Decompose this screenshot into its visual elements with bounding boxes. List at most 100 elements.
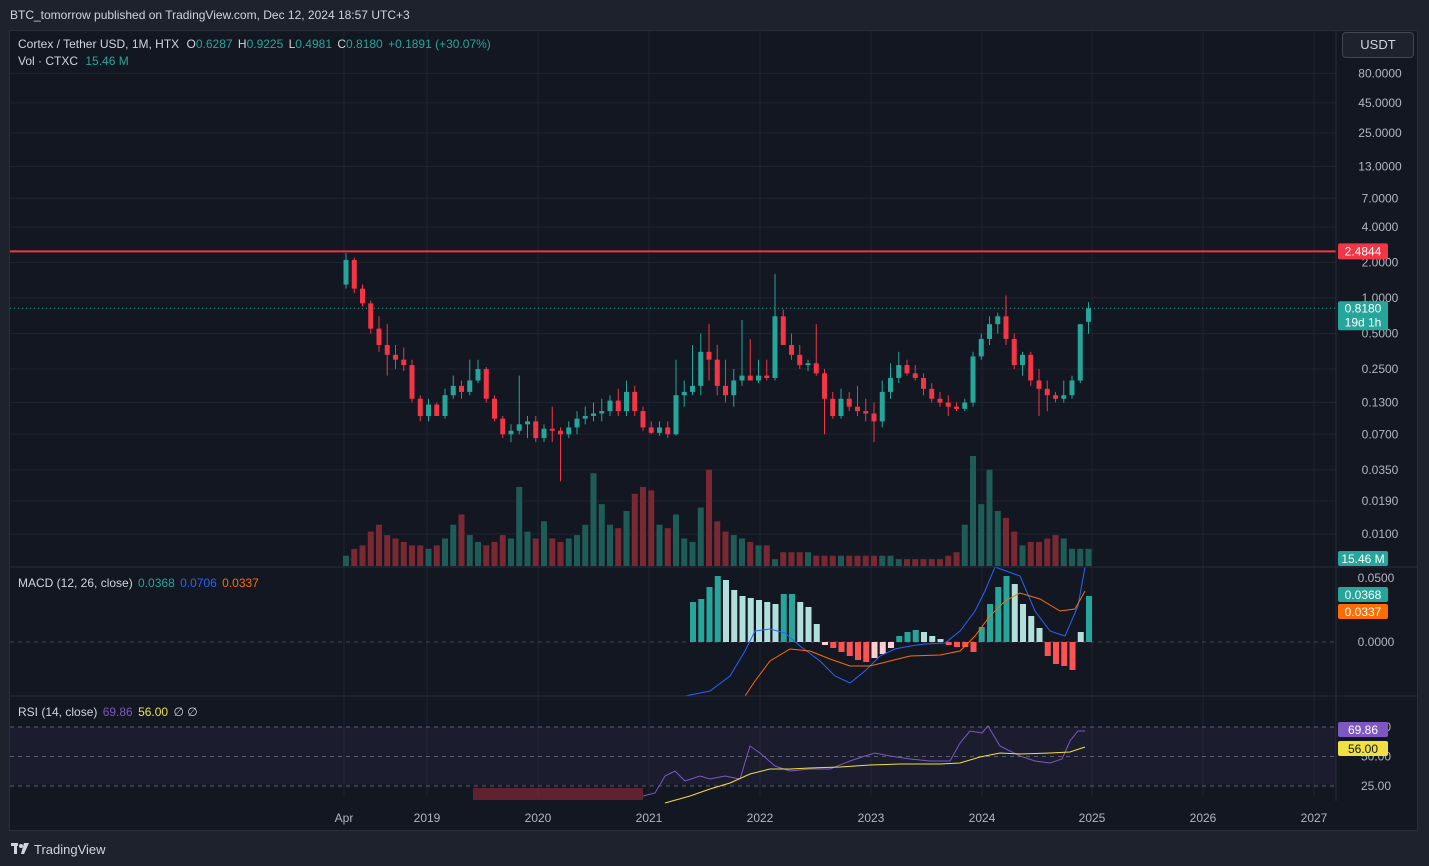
candle-body [1061,395,1067,399]
candle-body [574,418,580,428]
candle-body [805,363,811,366]
macd-histogram-bar [863,642,870,662]
price-tick-label: 7.0000 [1362,191,1399,205]
volume-bar [879,555,886,566]
candle-body [739,375,745,381]
candle-body [731,380,737,396]
last-price-label: 0.8180 [1345,301,1382,315]
candle-body [1069,380,1075,396]
volume-bar [755,545,762,566]
macd-histogram-bar [1044,642,1051,656]
price-legend: Cortex / Tether USD, 1M, HTX O0.6287 H0.… [18,37,491,51]
candle-body [1044,388,1050,396]
candle-body [690,385,695,392]
macd-histogram-bar [698,599,705,642]
candle-body [566,427,572,435]
symbol-name[interactable]: Cortex / Tether USD, 1M, HTX [18,37,180,51]
macd-histogram-bar [945,642,952,645]
time-tick-label: 2026 [1190,811,1217,825]
volume-bar [541,521,547,566]
volume-legend: Vol · CTXC 15.46 M [18,54,129,68]
brand-name[interactable]: TradingView [34,842,106,857]
candle-body [648,427,654,433]
volume-bar [574,535,580,566]
candle-body [368,303,374,329]
volume-bar [961,524,968,566]
candle-body [1053,395,1058,399]
volume-bar [796,552,803,566]
rsi-value: 69.86 [102,705,133,719]
volume-bar [673,514,679,566]
volume-bar [920,559,927,566]
resistance-label: 2.4844 [1345,244,1382,258]
macd-label[interactable]: MACD (12, 26, close) [18,576,133,590]
candle-body [780,316,786,345]
rsi-ma-value: 56.00 [138,705,169,719]
volume-bar [772,559,778,566]
macd-histogram-bar [789,594,795,642]
volume-bar [821,555,828,566]
volume-bar [598,504,605,566]
candle-body [376,328,382,345]
volume-bar [854,555,861,566]
volume-bar [838,555,844,566]
rsi-ma-line [664,746,1086,804]
candle-body [434,404,440,416]
candle-body [706,351,712,360]
macd-histogram-bar [987,604,993,642]
volume-bar [475,541,481,566]
volume-bar [1044,538,1051,566]
candle-body [879,391,885,422]
volume-bar [491,541,498,566]
candle-body [632,391,638,412]
rsi-label[interactable]: RSI (14, close) [18,705,98,719]
rsi-ma-tag: 56.00 [1348,742,1378,756]
chart-canvas[interactable]: 80.0000 45.0000 25.0000 13.0000 7.0000 4.0000… [10,31,1418,831]
volume-bar [871,555,877,566]
volume-bar [953,552,960,566]
volume-bar [986,469,993,566]
macd-histogram-bar [929,636,936,642]
volume-bar [400,541,407,566]
macd-histogram-bar [747,598,754,642]
volume-bar [524,531,531,566]
candle-body [417,398,423,416]
volume-bar [450,524,457,566]
macd-histogram-bar [1003,576,1010,642]
volume-bar [730,535,737,566]
volume-label: 15.46 M [1341,552,1384,566]
macd-histogram-bar [995,587,1002,642]
rsi-oversold-fill [473,788,643,800]
rsi-band [10,727,1336,785]
volume-bar [376,524,382,566]
rsi-ma-tag-bg [1338,741,1388,756]
candle-body [863,411,869,414]
candle-body [1028,354,1034,381]
volume-bar [351,548,358,566]
footer: TradingView [0,832,1429,866]
chart-frame[interactable]: 80.0000 45.0000 25.0000 13.0000 7.0000 4.0000… [9,30,1418,831]
candle-body [698,351,704,386]
volume-bar [1011,531,1018,566]
macd-histogram-bar [772,604,779,642]
candle-body [830,398,836,416]
candle-body [467,380,473,392]
macd-histogram-bar [714,576,721,642]
candle-body [591,413,596,416]
candle-body [657,427,662,433]
macd-histogram-bar [813,624,820,642]
time-tick-label: 2027 [1301,811,1328,825]
candle-body [838,398,844,416]
candle-body [393,354,398,360]
currency-button[interactable]: USDT [1342,32,1414,58]
candle-body [1003,316,1009,339]
low-label: L [288,37,296,51]
volume-bar [846,555,853,566]
volume-bar [359,545,366,566]
volume-bar [722,531,729,566]
price-tick-label: 80.0000 [1358,66,1402,80]
candle-body [401,359,407,366]
countdown-label: 19d 1h [1345,315,1382,329]
candle-body [549,428,555,431]
volume-bar [1036,541,1042,566]
